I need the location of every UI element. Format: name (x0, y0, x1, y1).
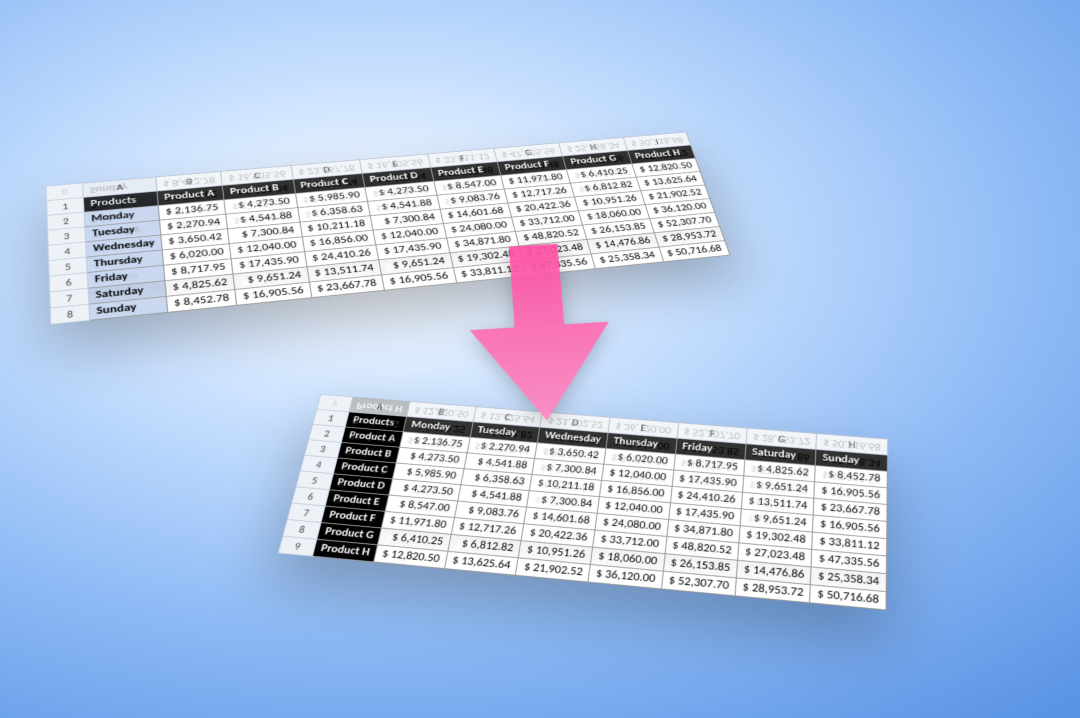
transpose-arrow (465, 241, 619, 429)
top-spreadsheet-panel: ABCDEFGHI1ProductsProduct AProduct BProd… (45, 132, 730, 325)
row-number[interactable]: 8 (50, 304, 90, 324)
top-spreadsheet: ABCDEFGHI1ProductsProduct AProduct BProd… (45, 132, 730, 325)
bottom-spreadsheet-panel: ABCDEFGH1ProductsMondayTuesdayWednesdayT… (278, 394, 888, 611)
bottom-spreadsheet: ABCDEFGH1ProductsMondayTuesdayWednesdayT… (278, 394, 888, 611)
row-number[interactable]: 9 (278, 536, 317, 556)
scene: ABCDEFGHI1ProductsProduct AProduct BProd… (0, 0, 1080, 718)
